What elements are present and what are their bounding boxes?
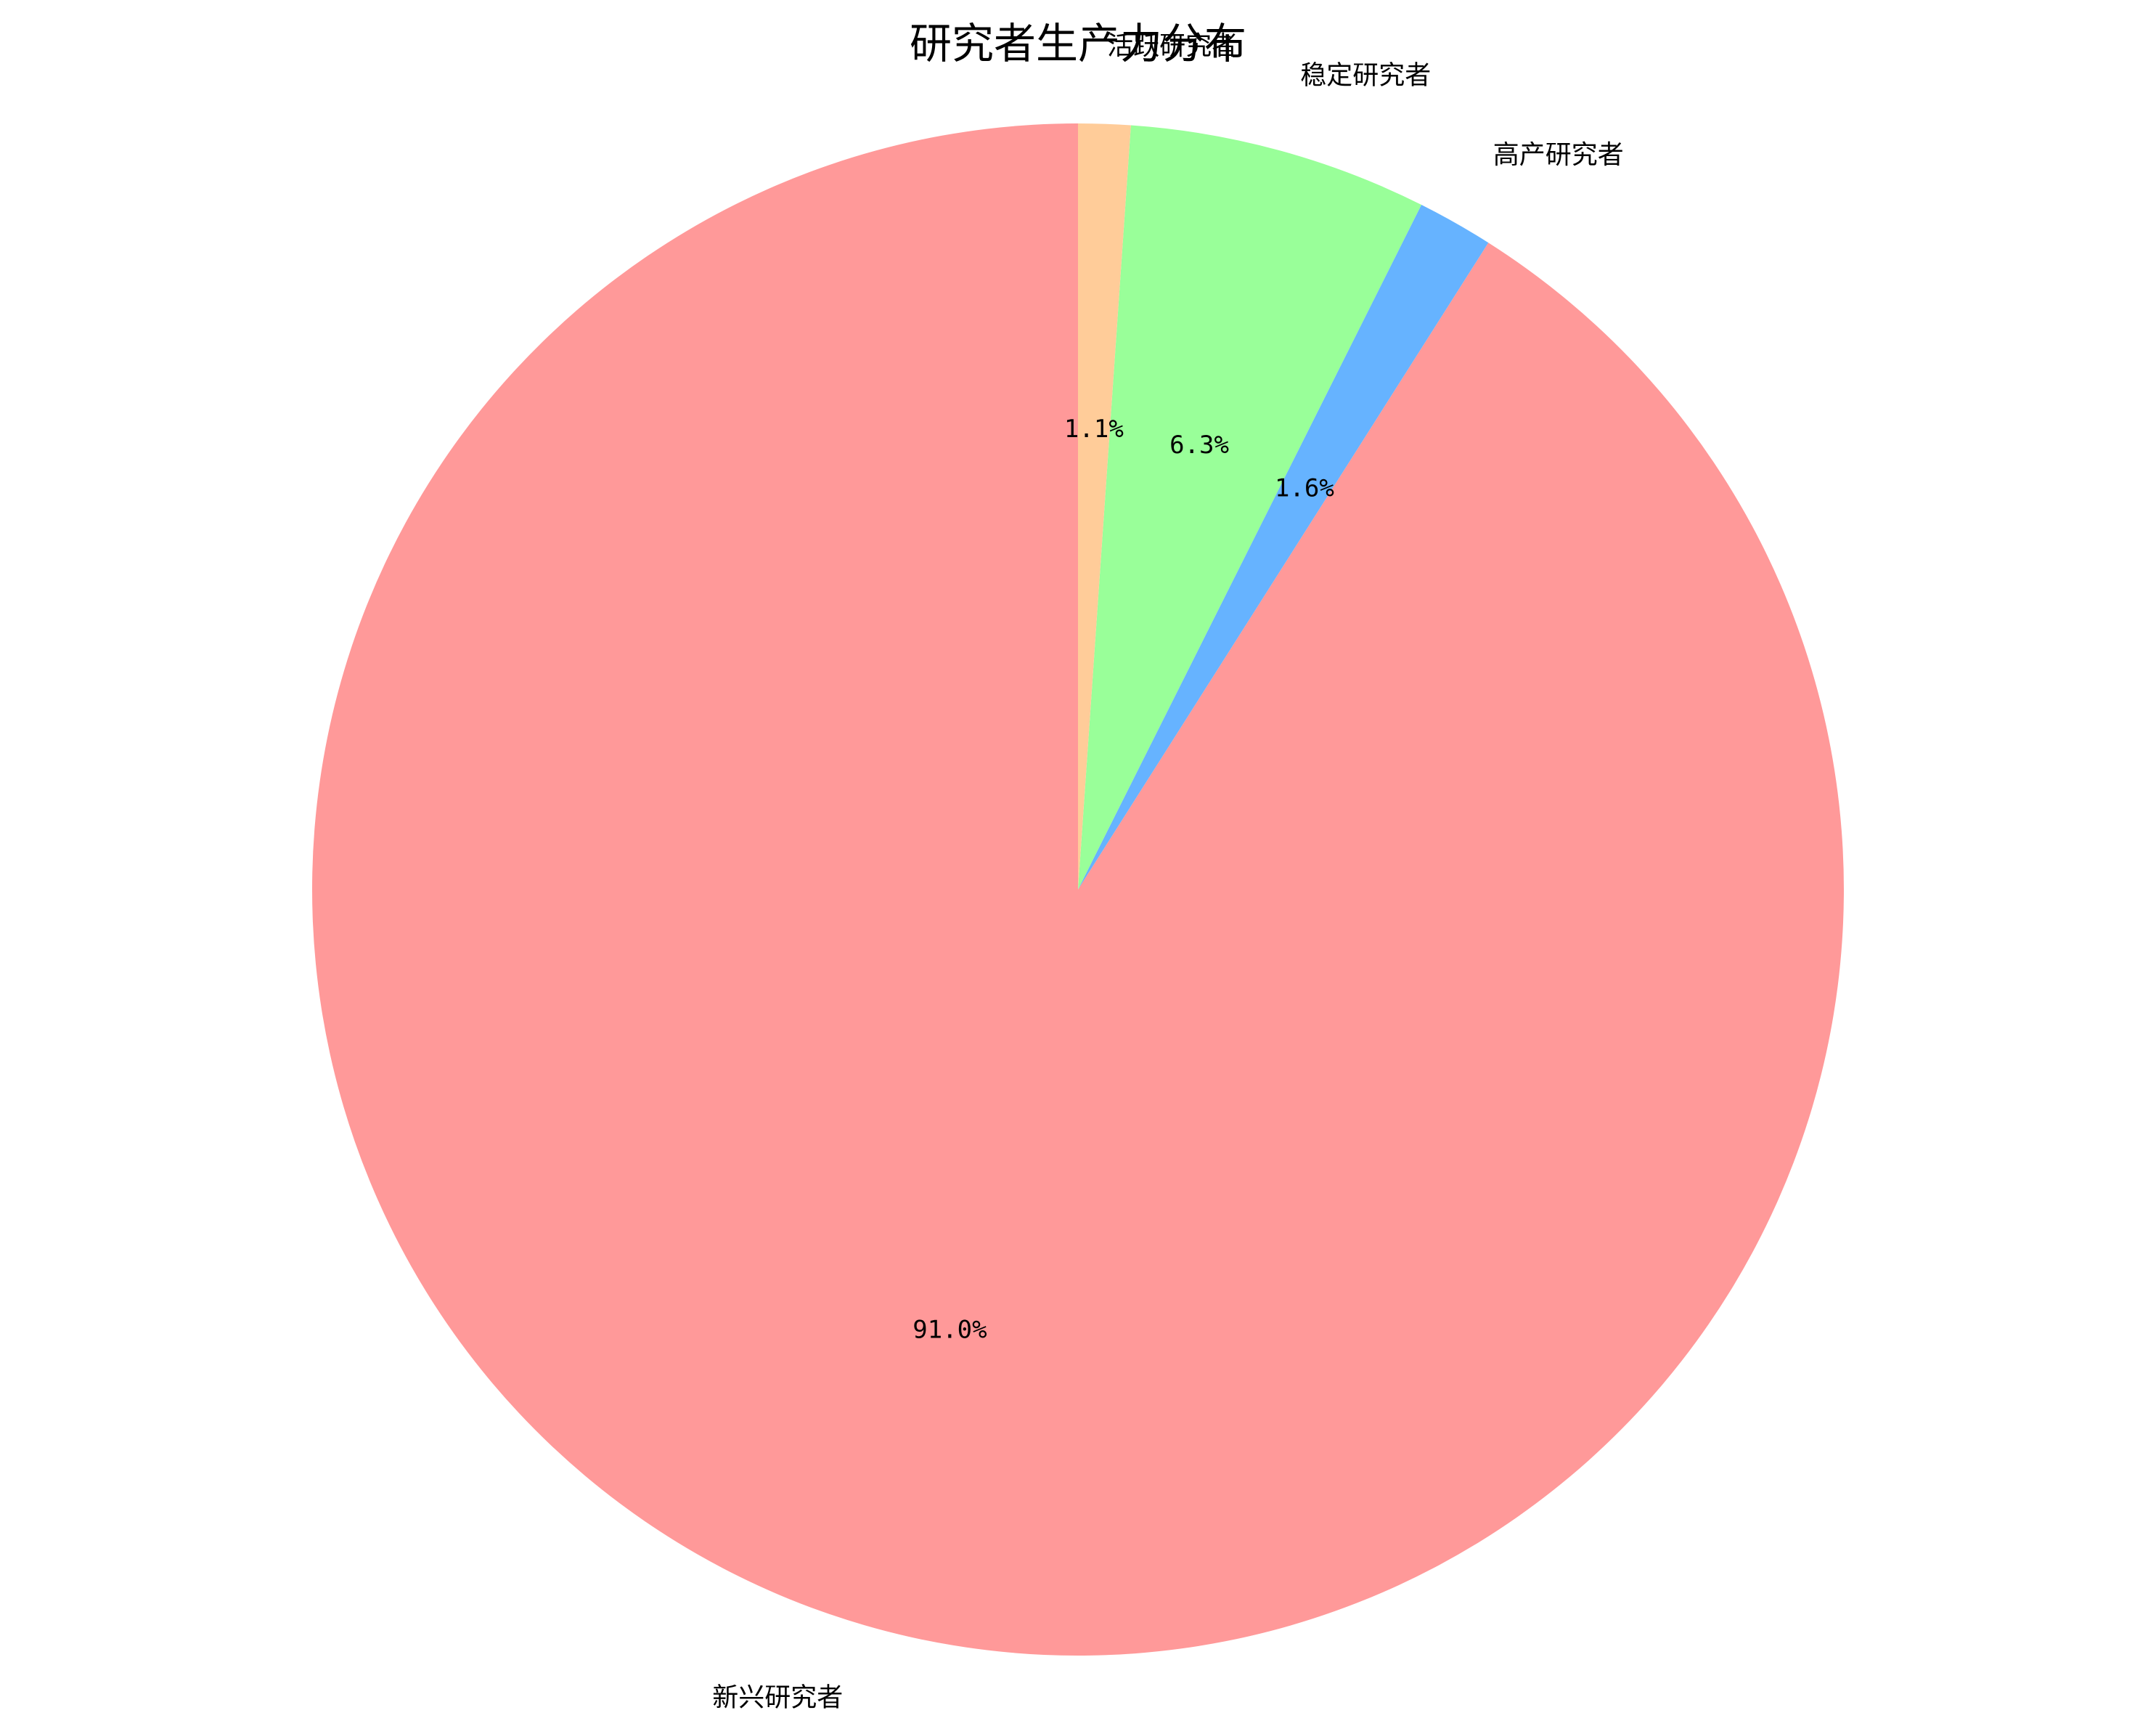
pie-slice (1078, 125, 1422, 890)
pie-slice (1078, 204, 1489, 890)
slice-label: 新兴研究者 (712, 1682, 843, 1712)
slice-label: 稳定研究者 (1300, 61, 1431, 91)
slice-percent-label: 1.1% (1064, 415, 1124, 444)
pie-slice (311, 123, 1844, 1656)
slices-layer (311, 123, 1844, 1656)
chart-title: 研究者生产力分布 (910, 19, 1246, 68)
slice-percent-label: 1.6% (1275, 474, 1334, 503)
slice-percent-label: 6.3% (1169, 431, 1229, 460)
labels-layer: 新兴研究者 91.0% 高产研究者 1.6% 稳定研究者 6.3% 活跃研究者 1.1% (712, 31, 1624, 1712)
slice-label: 高产研究者 (1493, 140, 1624, 170)
pie-slice (1078, 123, 1131, 890)
slice-percent-label: 91.0% (912, 1315, 987, 1344)
slice-label: 活跃研究者 (1107, 31, 1238, 61)
